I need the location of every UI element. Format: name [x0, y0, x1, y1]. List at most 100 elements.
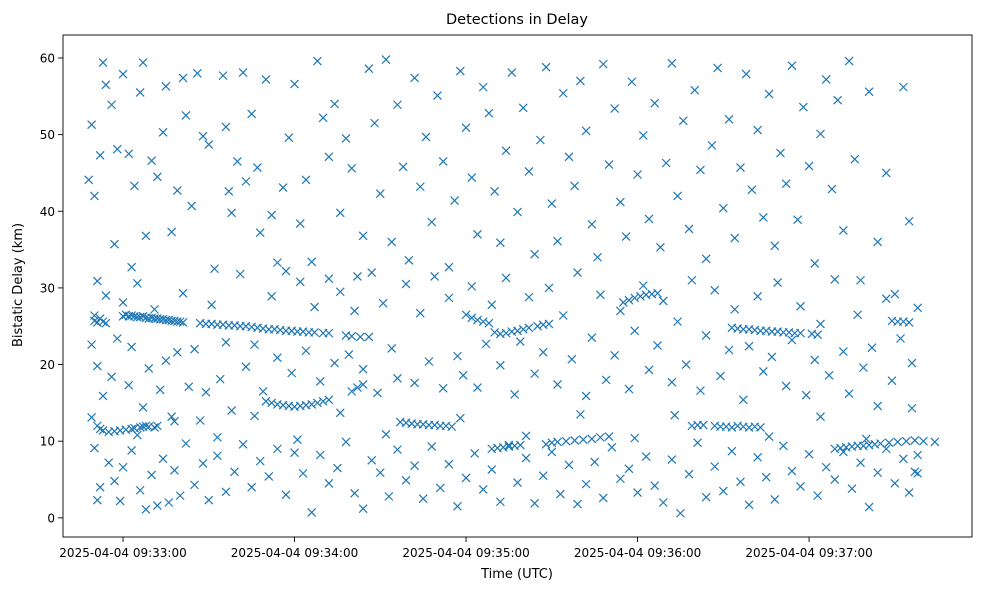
data-point-marker	[461, 473, 471, 483]
data-point-marker	[198, 458, 208, 468]
data-points	[84, 55, 940, 518]
data-point-marker	[707, 140, 717, 150]
data-point-marker	[587, 434, 597, 444]
data-point-marker	[624, 295, 634, 305]
data-point-marker	[667, 455, 677, 465]
x-tick-label: 2025-04-04 09:35:00	[402, 546, 529, 560]
data-point-marker	[521, 431, 531, 441]
data-point-marker	[178, 317, 188, 327]
data-point-marker	[650, 98, 660, 108]
data-point-marker	[633, 488, 642, 497]
data-point-marker	[324, 152, 334, 162]
data-point-marker	[358, 504, 368, 514]
data-point-marker	[147, 156, 157, 166]
data-point-marker	[150, 304, 159, 314]
data-point-marker	[127, 311, 137, 320]
data-point-marker	[118, 298, 128, 307]
data-point-marker	[764, 432, 774, 442]
data-point-marker	[324, 478, 334, 488]
data-point-marker	[401, 279, 411, 289]
data-point-marker	[838, 347, 848, 356]
data-point-marker	[172, 186, 182, 196]
data-point-marker	[781, 381, 791, 391]
data-point-marker	[541, 439, 551, 449]
data-point-marker	[898, 454, 908, 464]
data-point-marker	[307, 257, 317, 267]
data-point-marker	[152, 421, 162, 431]
data-point-marker	[530, 498, 540, 508]
data-point-marker	[118, 69, 128, 79]
data-point-marker	[172, 347, 182, 357]
data-point-marker	[98, 317, 108, 327]
data-point-marker	[798, 102, 808, 112]
data-point-marker	[887, 376, 897, 386]
x-tick-label: 2025-04-04 09:34:00	[231, 546, 358, 560]
data-point-marker	[658, 296, 668, 306]
data-point-marker	[595, 432, 605, 442]
y-tick-label: 10	[40, 435, 55, 449]
data-point-marker	[538, 471, 548, 481]
data-point-marker	[135, 88, 145, 97]
data-point-marker	[144, 363, 154, 373]
chart-title: Detections in Delay	[446, 12, 588, 28]
data-point-marker	[330, 358, 339, 368]
data-point-marker	[224, 186, 234, 196]
data-point-marker	[518, 103, 528, 113]
data-point-marker	[124, 149, 134, 159]
data-point-marker	[578, 435, 588, 445]
data-point-marker	[495, 238, 505, 248]
data-point-marker	[830, 275, 840, 284]
data-point-marker	[175, 491, 185, 501]
data-point-marker	[415, 182, 425, 192]
data-point-marker	[604, 432, 614, 442]
data-point-marker	[161, 81, 171, 91]
data-point-marker	[907, 403, 917, 413]
data-point-marker	[481, 339, 491, 349]
data-point-marker	[904, 488, 914, 497]
data-point-marker	[710, 462, 720, 471]
data-point-marker	[524, 292, 534, 302]
data-point-marker	[104, 458, 114, 468]
data-point-marker	[141, 231, 151, 241]
data-point-marker	[758, 212, 768, 222]
data-point-marker	[301, 175, 311, 185]
data-point-marker	[473, 383, 482, 392]
data-point-marker	[744, 341, 754, 351]
data-point-marker	[410, 73, 420, 83]
data-point-marker	[501, 328, 511, 338]
data-point-marker	[367, 455, 377, 465]
data-point-marker	[787, 466, 797, 476]
data-point-marker	[861, 434, 871, 444]
data-point-marker	[430, 271, 440, 281]
data-point-marker	[247, 109, 257, 119]
data-point-marker	[610, 104, 620, 114]
data-point-marker	[558, 88, 568, 98]
data-point-marker	[816, 412, 825, 422]
x-tick-label: 2025-04-04 09:36:00	[574, 546, 701, 560]
data-point-marker	[590, 457, 600, 467]
data-point-marker	[301, 346, 311, 356]
data-point-marker	[844, 389, 854, 399]
data-point-marker	[341, 134, 351, 143]
data-point-marker	[347, 163, 357, 173]
data-point-marker	[138, 311, 148, 321]
data-point-marker	[853, 310, 863, 320]
data-point-marker	[135, 422, 145, 432]
data-point-marker	[312, 398, 322, 408]
data-point-marker	[124, 380, 134, 390]
data-point-marker	[318, 113, 328, 123]
data-point-marker	[335, 408, 345, 418]
data-point-marker	[455, 413, 465, 423]
data-point-marker	[212, 432, 222, 442]
data-point-marker	[770, 495, 780, 504]
data-point-marker	[307, 399, 317, 409]
data-point-marker	[161, 356, 171, 366]
data-point-marker	[87, 340, 97, 350]
data-point-marker	[267, 291, 277, 301]
data-point-marker	[358, 231, 368, 241]
data-point-marker	[241, 176, 251, 186]
data-point-marker	[315, 376, 325, 386]
data-point-marker	[87, 120, 97, 130]
data-point-marker	[844, 56, 854, 66]
data-point-marker	[335, 208, 345, 218]
